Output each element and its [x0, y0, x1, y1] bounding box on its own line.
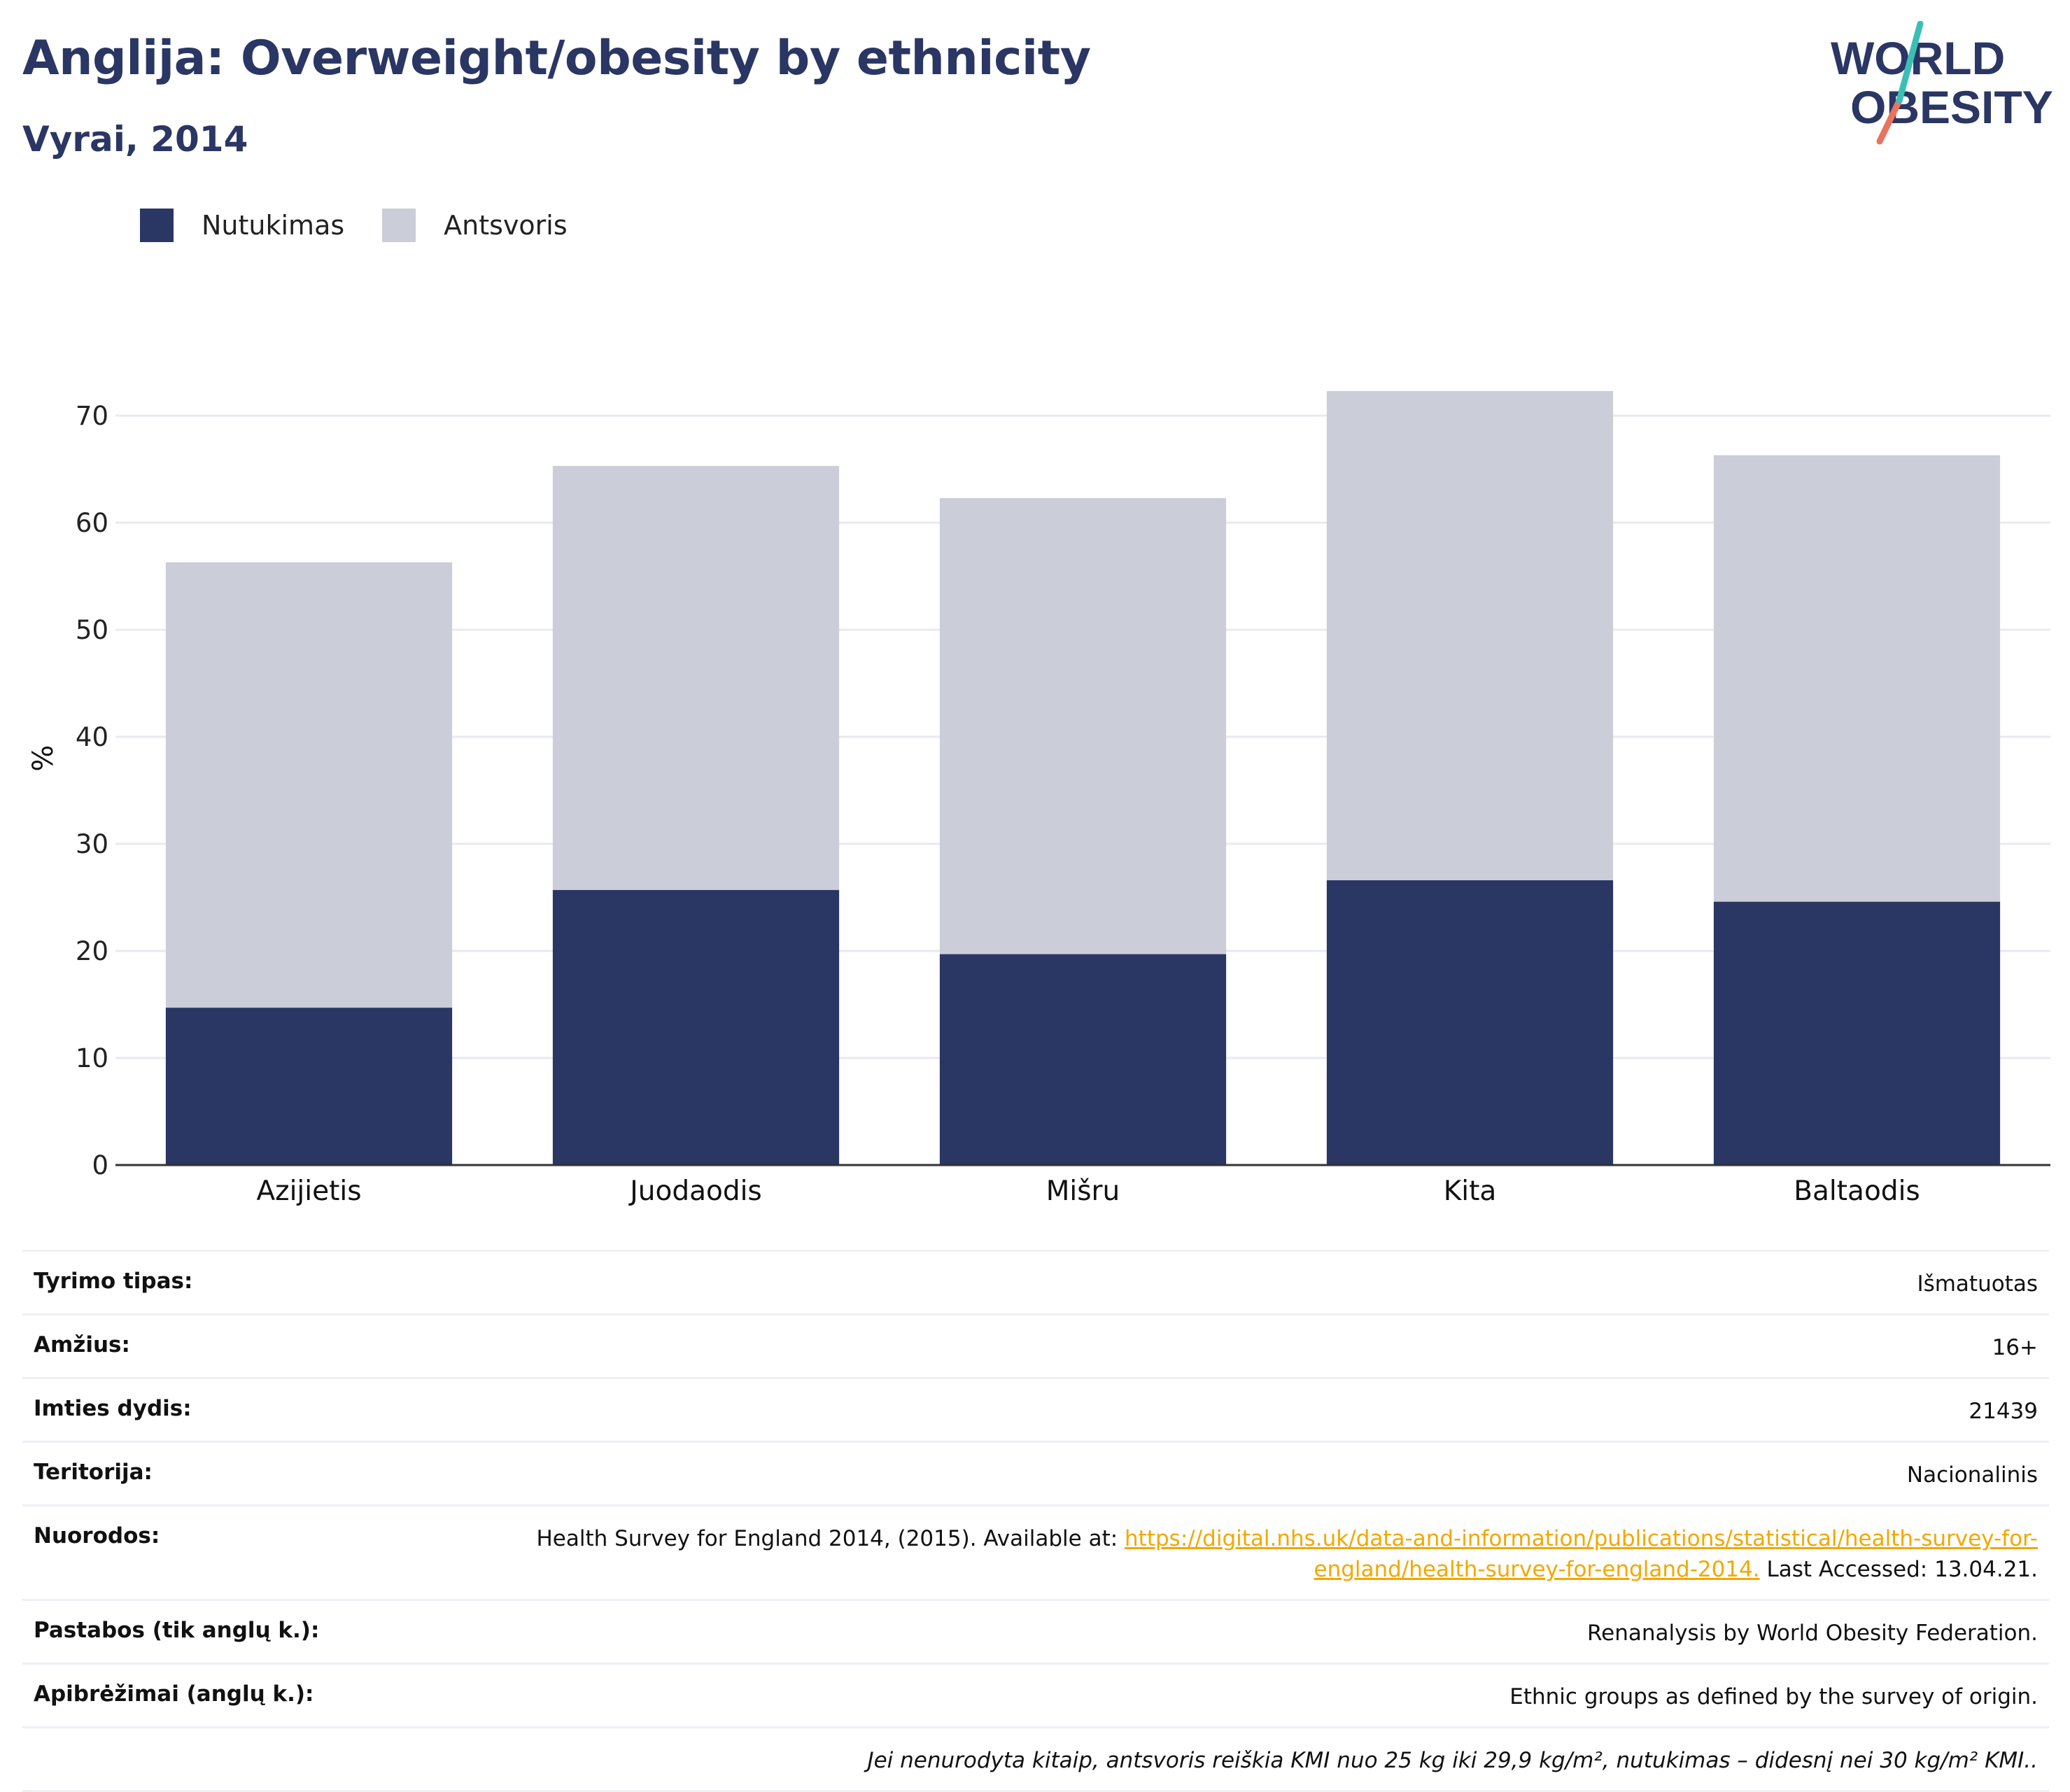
y-tick-label: 60 — [76, 508, 108, 538]
y-axis-title: % — [27, 745, 59, 772]
bar-obesity — [939, 954, 1227, 1165]
chart-title: Anglija: Overweight/obesity by ethnicity — [22, 31, 1091, 86]
x-tick-label: Juodaodis — [628, 1176, 762, 1207]
info-row-survey-type: Tyrimo tipas: Išmatuotas — [22, 1250, 2049, 1313]
info-row-age: Amžius: 16+ — [22, 1313, 2049, 1377]
info-value: Nacionalinis — [1906, 1462, 2038, 1488]
reference-link[interactable]: https://digital.nhs.uk/data-and-informat… — [1125, 1526, 2038, 1582]
bar-overweight — [1326, 390, 1614, 881]
bar-obesity — [165, 1008, 453, 1165]
x-tick-label: Azijietis — [256, 1176, 361, 1207]
x-tick-label: Baltaodis — [1794, 1176, 1920, 1207]
chart-legend: Nutukimas Antsvoris — [140, 209, 605, 242]
y-tick-label: 0 — [92, 1150, 108, 1180]
y-tick-label: 30 — [76, 829, 108, 859]
info-label: Nuorodos: — [34, 1523, 160, 1548]
info-row-references: Nuorodos: Health Survey for England 2014… — [22, 1504, 2049, 1599]
info-label: Pastabos (tik anglų k.): — [34, 1618, 320, 1643]
info-row-footnote: Jei nenurodyta kitaip, antsvoris reiškia… — [22, 1726, 2049, 1792]
info-row-territory: Teritorija: Nacionalinis — [22, 1441, 2049, 1504]
y-tick-label: 70 — [76, 401, 108, 431]
legend-swatch-obesity — [140, 209, 174, 242]
stacked-bar-chart: 0 10 20 30 40 50 60 70% Azijietis Juodaodis Mišru K… — [27, 390, 2050, 1207]
definition-footnote: Jei nenurodyta kitaip, antsvoris reiškia… — [867, 1748, 2038, 1773]
chart-subtitle: Vyrai, 2014 — [22, 119, 248, 160]
y-tick-label: 40 — [76, 722, 108, 752]
legend-item-obesity[interactable]: Nutukimas — [140, 209, 344, 242]
info-value-references: Health Survey for England 2014, (2015). … — [428, 1523, 2039, 1585]
legend-label-obesity: Nutukimas — [202, 210, 345, 241]
bar-overweight — [552, 465, 840, 890]
info-row-notes: Pastabos (tik anglų k.): Renanalysis by … — [22, 1599, 2049, 1663]
y-tick-label: 10 — [76, 1043, 108, 1073]
y-tick-label: 20 — [76, 936, 108, 966]
legend-item-overweight[interactable]: Antsvoris — [382, 209, 568, 242]
info-row-sample-size: Imties dydis: 21439 — [22, 1377, 2049, 1441]
info-label: Amžius: — [34, 1332, 130, 1357]
bar-overweight — [939, 498, 1227, 954]
info-value: Ethnic groups as defined by the survey o… — [1509, 1684, 2038, 1709]
info-value: 21439 — [1969, 1399, 2038, 1424]
info-value: Išmatuotas — [1917, 1271, 2038, 1297]
bar-overweight — [165, 562, 453, 1008]
info-value: Renanalysis by World Obesity Federation. — [1586, 1621, 2038, 1646]
world-obesity-logo: WORLD OBESITY — [1831, 21, 2053, 145]
info-row-definitions: Apibrėžimai (anglų k.): Ethnic groups as… — [22, 1663, 2049, 1726]
legend-label-overweight: Antsvoris — [444, 210, 568, 241]
info-label: Apibrėžimai (anglų k.): — [34, 1681, 314, 1707]
y-tick-label: 50 — [76, 615, 108, 645]
info-label: Tyrimo tipas: — [34, 1269, 193, 1294]
info-label: Imties dydis: — [34, 1396, 192, 1421]
x-tick-label: Kita — [1444, 1176, 1497, 1207]
legend-swatch-overweight — [382, 209, 416, 242]
info-value: 16+ — [1992, 1335, 2038, 1360]
bar-obesity — [552, 889, 840, 1165]
reference-text: Health Survey for England 2014, (2015). … — [536, 1526, 1125, 1551]
bar-overweight — [1713, 455, 2001, 902]
bar-obesity — [1713, 901, 2001, 1165]
info-table: Tyrimo tipas: Išmatuotas Amžius: 16+ Imt… — [22, 1250, 2049, 1792]
info-label: Teritorija: — [34, 1460, 153, 1485]
logo-line2: OBESITY — [1850, 81, 2053, 133]
bar-obesity — [1326, 880, 1614, 1165]
reference-accessed: Last Accessed: 13.04.21. — [1759, 1557, 2038, 1582]
x-tick-label: Mišru — [1046, 1176, 1120, 1207]
